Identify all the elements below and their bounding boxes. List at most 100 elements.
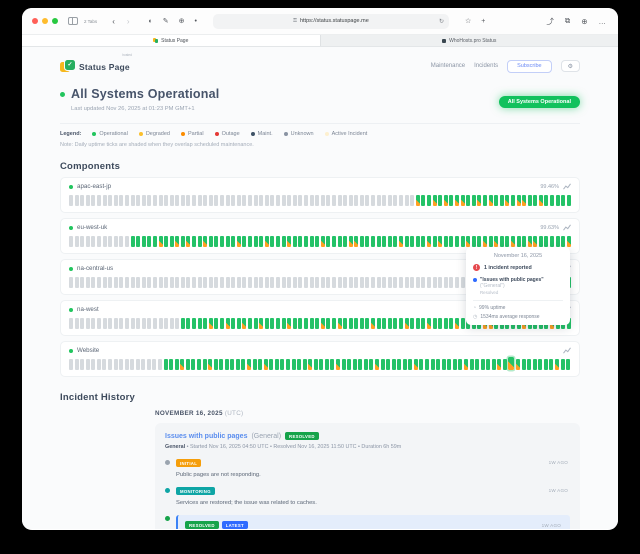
uptime-tick[interactable]	[91, 359, 96, 370]
uptime-tick[interactable]	[561, 236, 566, 247]
uptime-tick[interactable]	[91, 318, 96, 329]
uptime-tick[interactable]	[214, 277, 219, 288]
uptime-tick[interactable]	[69, 318, 73, 329]
uptime-tick[interactable]	[427, 318, 431, 329]
uptime-tick[interactable]	[147, 318, 152, 329]
uptime-tick[interactable]	[376, 195, 381, 206]
uptime-tick[interactable]	[169, 318, 174, 329]
uptime-tick[interactable]	[419, 359, 424, 370]
uptime-tick[interactable]	[102, 236, 107, 247]
uptime-tick[interactable]	[264, 277, 269, 288]
uptime-tick[interactable]	[85, 236, 90, 247]
uptime-tick[interactable]	[527, 195, 532, 206]
uptime-tick[interactable]	[175, 318, 180, 329]
uptime-tick[interactable]	[292, 277, 297, 288]
uptime-tick[interactable]	[208, 195, 213, 206]
downloads-icon[interactable]: ⊕	[581, 16, 588, 26]
uptime-tick[interactable]	[371, 318, 376, 329]
uptime-tick[interactable]	[454, 236, 459, 247]
uptime-tick[interactable]	[315, 236, 320, 247]
uptime-tick[interactable]	[387, 195, 392, 206]
uptime-tick[interactable]	[141, 318, 146, 329]
uptime-tick[interactable]	[319, 359, 324, 370]
uptime-tick[interactable]	[365, 195, 370, 206]
uptime-tick[interactable]	[522, 236, 527, 247]
uptime-tick[interactable]	[225, 236, 230, 247]
uptime-tick[interactable]	[164, 236, 169, 247]
uptime-tick[interactable]	[119, 318, 124, 329]
uptime-tick[interactable]	[203, 236, 208, 247]
uptime-tick[interactable]	[466, 195, 471, 206]
uptime-tick[interactable]	[164, 195, 169, 206]
uptime-tick[interactable]	[432, 277, 437, 288]
uptime-tick[interactable]	[488, 195, 493, 206]
uptime-tick[interactable]	[269, 359, 274, 370]
uptime-tick[interactable]	[158, 195, 163, 206]
uptime-tick[interactable]	[460, 236, 465, 247]
uptime-tick[interactable]	[315, 277, 320, 288]
uptime-tick[interactable]	[432, 195, 437, 206]
uptime-tick[interactable]	[174, 359, 179, 370]
uptime-tick[interactable]	[186, 318, 191, 329]
uptime-tick[interactable]	[303, 195, 308, 206]
uptime-tick[interactable]	[550, 195, 555, 206]
uptime-tick[interactable]	[550, 236, 555, 247]
uptime-tick[interactable]	[253, 236, 258, 247]
uptime-tick[interactable]	[488, 236, 493, 247]
uptime-tick[interactable]	[438, 318, 443, 329]
uptime-tick[interactable]	[421, 236, 426, 247]
uptime-tick[interactable]	[354, 277, 359, 288]
uptime-tick[interactable]	[303, 236, 308, 247]
tab-whohosts[interactable]: WhoHosts.pro Status	[319, 35, 618, 46]
tab-overview-icon[interactable]: •	[194, 17, 197, 25]
uptime-tick[interactable]	[242, 277, 247, 288]
uptime-tick[interactable]	[376, 236, 381, 247]
uptime-tick[interactable]	[96, 236, 101, 247]
uptime-tick[interactable]	[163, 359, 168, 370]
uptime-tick[interactable]	[343, 318, 348, 329]
uptime-tick[interactable]	[391, 359, 396, 370]
uptime-tick[interactable]	[203, 318, 208, 329]
uptime-tick[interactable]	[147, 195, 152, 206]
uptime-tick[interactable]	[91, 195, 96, 206]
minimize-window-button[interactable]	[42, 18, 48, 24]
uptime-tick[interactable]	[224, 359, 229, 370]
uptime-tick[interactable]	[69, 277, 73, 288]
uptime-tick[interactable]	[303, 277, 308, 288]
uptime-tick[interactable]	[191, 359, 196, 370]
uptime-tick[interactable]	[113, 277, 118, 288]
uptime-tick[interactable]	[363, 359, 368, 370]
uptime-tick[interactable]	[421, 195, 426, 206]
uptime-tick[interactable]	[164, 277, 169, 288]
tab-status-page[interactable]: Status Page	[22, 35, 320, 46]
uptime-tick[interactable]	[152, 195, 157, 206]
uptime-tick[interactable]	[471, 195, 476, 206]
uptime-tick[interactable]	[74, 236, 79, 247]
uptime-tick[interactable]	[510, 236, 515, 247]
uptime-tick[interactable]	[124, 318, 129, 329]
uptime-tick[interactable]	[85, 359, 90, 370]
uptime-tick[interactable]	[102, 195, 107, 206]
uptime-tick[interactable]	[259, 236, 264, 247]
uptime-tick[interactable]	[359, 318, 364, 329]
extensions-icon[interactable]: ⊕	[178, 18, 185, 25]
brand-logo[interactable]: ! ✓ Status Page hosted	[60, 53, 132, 75]
uptime-tick[interactable]	[309, 236, 314, 247]
uptime-tick[interactable]	[348, 195, 353, 206]
uptime-tick[interactable]	[220, 318, 225, 329]
uptime-tick[interactable]	[494, 195, 499, 206]
uptime-tick[interactable]	[413, 359, 418, 370]
uptime-tick[interactable]	[538, 195, 543, 206]
uptime-tick[interactable]	[74, 195, 79, 206]
uptime-tick[interactable]	[231, 236, 236, 247]
uptime-tick[interactable]	[241, 359, 246, 370]
uptime-tick[interactable]	[220, 277, 225, 288]
uptime-tick[interactable]	[281, 277, 286, 288]
uptime-tick[interactable]	[354, 236, 359, 247]
uptime-tick[interactable]	[180, 195, 185, 206]
uptime-tick[interactable]	[80, 236, 85, 247]
uptime-tick[interactable]	[208, 359, 213, 370]
uptime-tick[interactable]	[124, 277, 129, 288]
uptime-tick[interactable]	[387, 277, 392, 288]
uptime-tick[interactable]	[505, 195, 510, 206]
